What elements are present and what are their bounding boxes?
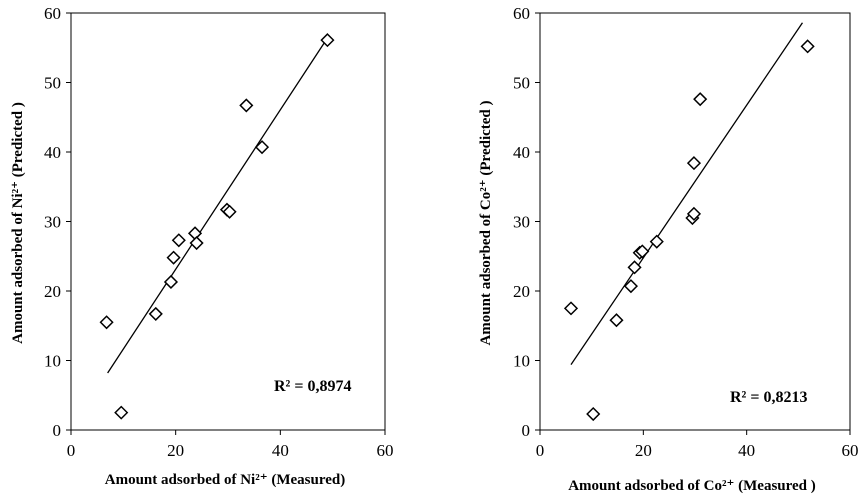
x-tick-label: 20 xyxy=(635,441,652,460)
data-point xyxy=(651,236,663,248)
y-tick-label: 60 xyxy=(44,4,61,23)
data-point xyxy=(240,99,252,111)
y-axis-label: Amount adsorbed of Ni²⁺ (Predicted ) xyxy=(10,102,26,344)
x-tick-label: 60 xyxy=(377,441,394,460)
y-axis-label: Amount adsorbed of Co²⁺ (Predicted ) xyxy=(478,100,494,345)
y-tick-label: 50 xyxy=(513,74,530,93)
data-point xyxy=(587,408,599,420)
data-point xyxy=(168,252,180,264)
x-tick-label: 60 xyxy=(842,441,859,460)
x-tick-label: 20 xyxy=(167,441,184,460)
x-axis-label: Amount adsorbed of Ni²⁺ (Measured) xyxy=(105,472,345,488)
y-tick-label: 20 xyxy=(44,282,61,301)
y-tick-label: 0 xyxy=(522,421,531,440)
data-point xyxy=(694,93,706,105)
x-tick-label: 40 xyxy=(272,441,289,460)
data-point xyxy=(610,314,622,326)
y-tick-label: 60 xyxy=(513,4,530,23)
data-point xyxy=(629,261,641,273)
data-point xyxy=(189,227,201,239)
y-tick-label: 0 xyxy=(53,421,62,440)
x-tick-label: 0 xyxy=(67,441,76,460)
trendline xyxy=(571,23,802,365)
x-axis-label: Amount adsorbed of Co²⁺ (Measured ) xyxy=(568,478,816,494)
r-squared-label: R² = 0,8213 xyxy=(730,389,807,406)
y-tick-label: 40 xyxy=(513,143,530,162)
x-tick-label: 40 xyxy=(738,441,755,460)
data-point xyxy=(101,316,113,328)
co-scatter-panel: 0 10 20 30 40 50 60 0 20 40 60 R² = 0,8213 Amount ad… xyxy=(478,4,859,494)
y-tick-label: 20 xyxy=(513,282,530,301)
data-point xyxy=(173,234,185,246)
data-point xyxy=(165,276,177,288)
data-point xyxy=(191,237,203,249)
y-tick-label: 30 xyxy=(44,213,61,232)
y-tick-label: 50 xyxy=(44,74,61,93)
data-point xyxy=(150,308,162,320)
x-tick-label: 0 xyxy=(536,441,545,460)
y-tick-label: 10 xyxy=(44,352,61,371)
ni-scatter-panel: 0 10 20 30 40 50 60 0 20 40 60 R² = 0,8974 Amount ad… xyxy=(10,4,394,488)
data-point xyxy=(688,157,700,169)
trendline xyxy=(108,38,328,373)
r-squared-label: R² = 0,8974 xyxy=(274,378,351,395)
y-tick-label: 10 xyxy=(513,352,530,371)
y-tick-label: 30 xyxy=(513,213,530,232)
data-point xyxy=(115,407,127,419)
data-point xyxy=(802,40,814,52)
y-tick-label: 40 xyxy=(44,143,61,162)
plot-frame xyxy=(71,13,385,430)
data-point xyxy=(565,302,577,314)
data-point xyxy=(256,141,268,153)
